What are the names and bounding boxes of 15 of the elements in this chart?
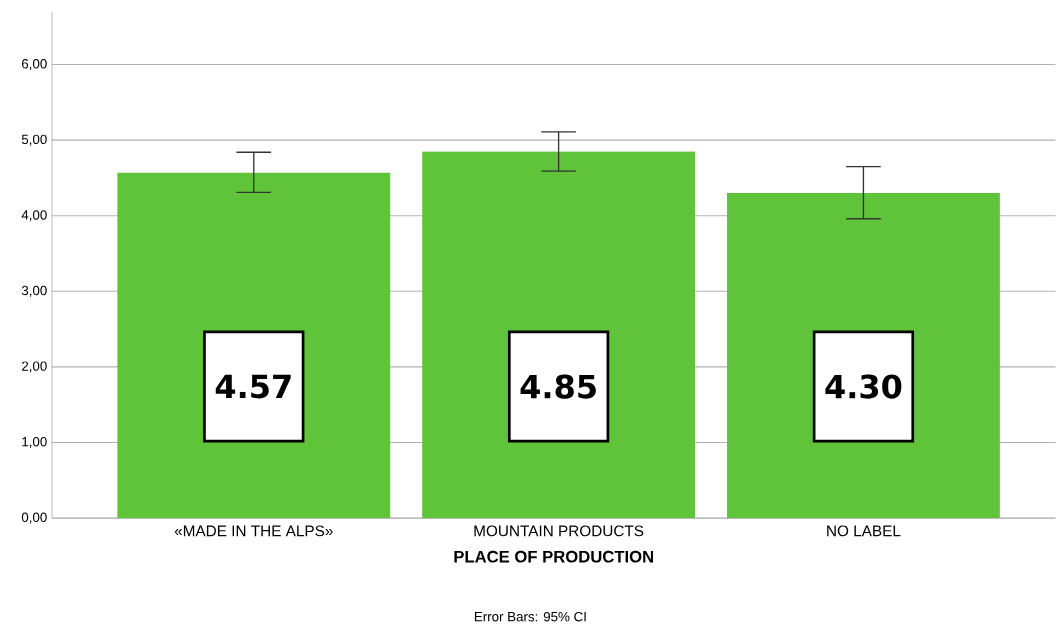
- x-tick-label: NO LABEL: [827, 525, 901, 537]
- y-tick-label: 0,00: [21, 512, 47, 524]
- data-label: 4.85: [520, 374, 596, 399]
- y-tick-label: 6,00: [22, 59, 47, 71]
- y-tick-label: 5,00: [21, 134, 47, 146]
- y-tick-label: 1,00: [22, 437, 47, 449]
- x-tick-label: MOUNTAIN PRODUCTS: [474, 525, 644, 537]
- y-tick-label: 4,00: [21, 210, 47, 222]
- text: Error Bars: 95% CI: [474, 612, 586, 622]
- data-label: 4.57: [215, 374, 291, 399]
- y-tick-label: 2,00: [22, 361, 47, 373]
- y-tick-label: 3,00: [21, 285, 47, 297]
- x-axis-title: PLACE OF PRODUCTION: [454, 550, 654, 563]
- data-label: 4.30: [825, 374, 902, 399]
- x-tick-label: «MADE IN THE ALPS»: [174, 525, 333, 537]
